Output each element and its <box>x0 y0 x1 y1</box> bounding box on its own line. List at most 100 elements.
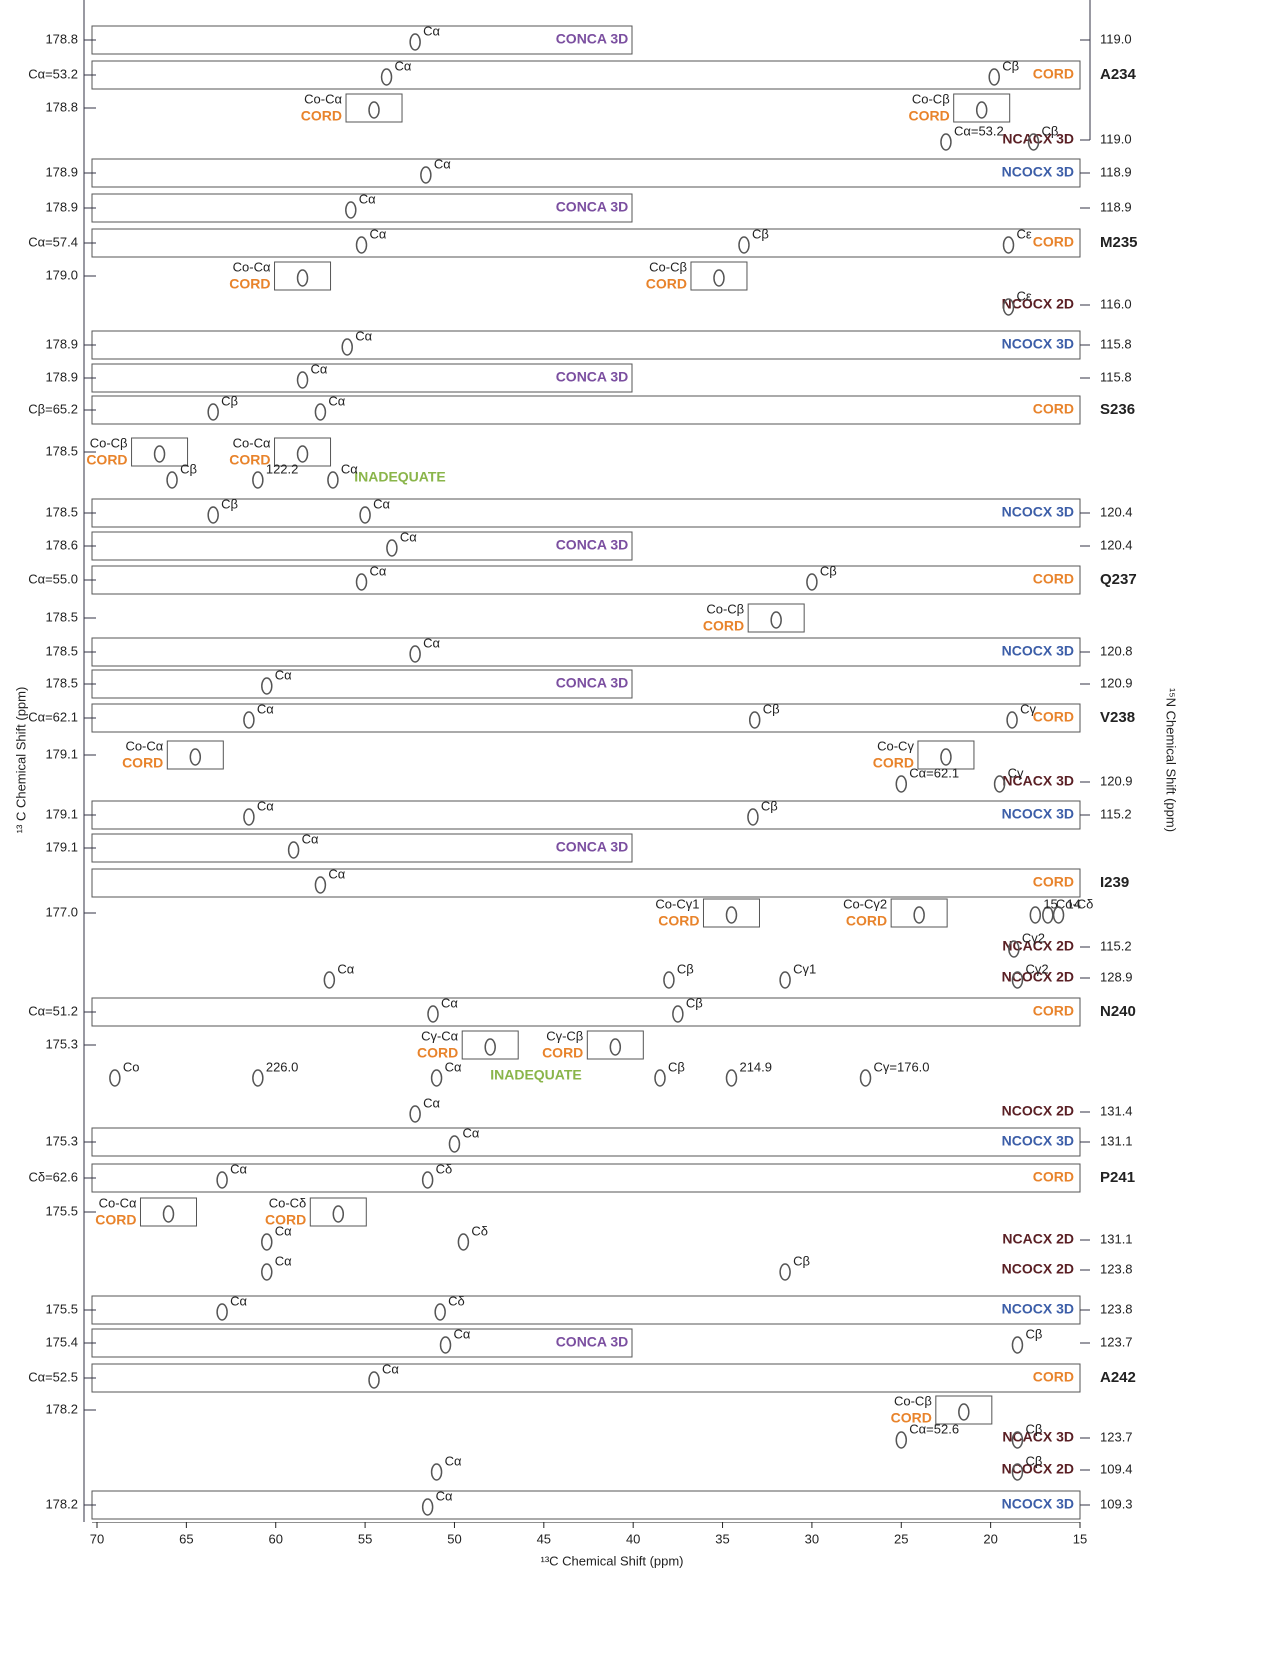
peak <box>298 270 308 286</box>
peak-sublabel: CORD <box>646 276 687 292</box>
strip-box <box>92 396 1080 424</box>
peak <box>357 237 367 253</box>
strip-left-label: 175.3 <box>45 1133 78 1148</box>
experiment-tag: CORD <box>1033 1169 1074 1185</box>
experiment-tag: NCOCX 3D <box>1002 504 1074 520</box>
strip-left-label: 178.5 <box>45 504 78 519</box>
peak <box>449 1136 459 1152</box>
x-axis-label: ¹³C Chemical Shift (ppm) <box>540 1553 683 1568</box>
peak-sublabel: CORD <box>229 276 270 292</box>
peak <box>1004 237 1014 253</box>
peak <box>333 1206 343 1222</box>
peak <box>387 540 397 556</box>
peak-label: Cβ <box>221 393 238 408</box>
experiment-tag: CORD <box>1033 401 1074 417</box>
peak <box>655 1070 665 1086</box>
peak <box>244 809 254 825</box>
strip-right-label: 119.0 <box>1100 131 1132 146</box>
strip-left-label: Cδ=62.6 <box>28 1169 78 1184</box>
peak <box>914 907 924 923</box>
peak <box>959 1404 969 1420</box>
peak <box>726 907 736 923</box>
strip-right-label: 131.1 <box>1100 1133 1133 1148</box>
peak <box>989 69 999 85</box>
strip-box <box>92 638 1080 666</box>
experiment-tag: NCOCX 3D <box>1002 164 1074 180</box>
strip-right-label: 120.9 <box>1100 675 1133 690</box>
peak-label: Cα <box>370 563 387 578</box>
strip-right-label: 131.1 <box>1100 1231 1133 1246</box>
strip-left-label: 175.4 <box>45 1334 78 1349</box>
experiment-tag: CORD <box>1033 709 1074 725</box>
strip-left-label: 177.0 <box>45 904 78 919</box>
strip-box <box>92 229 1080 257</box>
peak-label: Co-Cβ <box>912 91 950 106</box>
strip-right-label: 131.4 <box>1100 1103 1133 1118</box>
peak <box>896 776 906 792</box>
peak <box>262 1234 272 1250</box>
x-tick-label: 60 <box>268 1531 282 1546</box>
peak <box>315 877 325 893</box>
peak <box>253 1070 263 1086</box>
peak-label: Cα <box>355 328 372 343</box>
peak <box>217 1304 227 1320</box>
x-tick-label: 50 <box>447 1531 461 1546</box>
strip-box <box>92 704 1080 732</box>
strip-right-label: 123.8 <box>1100 1261 1133 1276</box>
experiment-tag: INADEQUATE <box>354 469 446 485</box>
peak-label: Cβ <box>1002 58 1019 73</box>
peak-label: Cα <box>436 1488 453 1503</box>
strip-right-label: 115.2 <box>1100 806 1132 821</box>
peak-label: Cα <box>445 1059 462 1074</box>
peak <box>861 1070 871 1086</box>
strip-left-label: 178.6 <box>45 537 78 552</box>
peak-label: Cβ <box>221 496 238 511</box>
experiment-tag: CONCA 3D <box>556 199 629 215</box>
peak-label: Cδ <box>471 1223 488 1238</box>
peak-sublabel: CORD <box>95 1212 136 1228</box>
peak <box>485 1039 495 1055</box>
peak-label: Cβ <box>180 461 197 476</box>
x-tick-label: 70 <box>90 1531 104 1546</box>
peak-label: Cα <box>230 1293 247 1308</box>
peak-label: Cβ <box>752 226 769 241</box>
strip-right-label: 120.8 <box>1100 643 1133 658</box>
strip-right-label: 115.2 <box>1100 938 1132 953</box>
peak <box>253 472 263 488</box>
experiment-tag: CONCA 3D <box>556 369 629 385</box>
peak-label: Cα <box>445 1453 462 1468</box>
strip-right-label: 128.9 <box>1100 969 1133 984</box>
strip-box <box>92 61 1080 89</box>
peak <box>739 237 749 253</box>
experiment-tag: CONCA 3D <box>556 537 629 553</box>
peak-label: Cα=53.2 <box>954 123 1004 138</box>
experiment-tag: NCOCX 3D <box>1002 1301 1074 1317</box>
strip-left-label: 178.5 <box>45 609 78 624</box>
experiment-tag: NCOCX 2D <box>1002 1261 1074 1277</box>
residue-label: A242 <box>1100 1369 1136 1386</box>
peak <box>423 1499 433 1515</box>
peak-label: Co-Cα <box>233 259 271 274</box>
peak <box>673 1006 683 1022</box>
peak-label: Cβ <box>820 563 837 578</box>
peak-label: Co-Cβ <box>649 259 687 274</box>
experiment-tag: CORD <box>1033 1369 1074 1385</box>
peak-label: Cβ <box>668 1059 685 1074</box>
peak <box>664 972 674 988</box>
peak-sublabel: CORD <box>542 1045 583 1061</box>
peak <box>410 646 420 662</box>
experiment-tag: NCACX 2D <box>1002 1231 1074 1247</box>
peak <box>726 1070 736 1086</box>
strip-right-label: 120.4 <box>1100 504 1133 519</box>
peak-label: Co-Cα <box>304 91 342 106</box>
figure: ¹³C Chemical Shift (ppm) ¹³ C Chemical S… <box>0 0 1262 1678</box>
peak <box>610 1039 620 1055</box>
residue-label: N240 <box>1100 1003 1136 1020</box>
experiment-tag: NCOCX 3D <box>1002 336 1074 352</box>
peak-label: Cβ <box>1025 1326 1042 1341</box>
peak <box>977 102 987 118</box>
peak-label: Cδ <box>436 1161 453 1176</box>
peak-label: Cβ <box>763 701 780 716</box>
peak-label: Cγ2 <box>1022 930 1045 945</box>
strip-right-label: 115.8 <box>1100 336 1132 351</box>
